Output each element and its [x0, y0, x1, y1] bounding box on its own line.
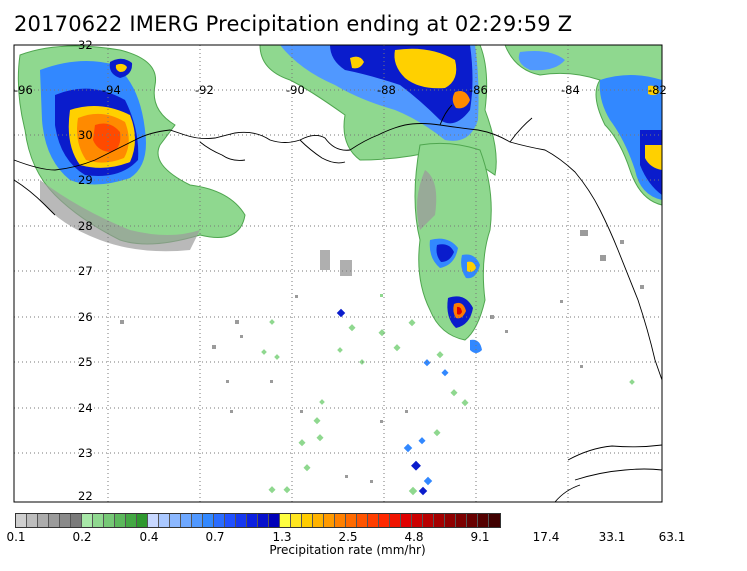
lat-label: 22 [78, 489, 93, 503]
colorbar-swatch [27, 514, 38, 527]
colorbar-tick-label: 0.1 [6, 530, 26, 544]
colorbar-swatch [478, 514, 489, 527]
colorbar-tick-label: 33.1 [598, 530, 626, 544]
precip-gray-gulf [416, 170, 437, 230]
lat-label: 26 [78, 310, 93, 324]
colorbar-swatch [115, 514, 126, 527]
precip-yellow-fl [645, 145, 662, 170]
precip-yellow-north [394, 48, 457, 89]
colorbar-swatch [247, 514, 258, 527]
colorbar-swatch [38, 514, 49, 527]
colorbar-swatch [434, 514, 445, 527]
coastline [13, 104, 663, 503]
colorbar-swatch [225, 514, 236, 527]
colorbar-swatch [236, 514, 247, 527]
precip-darkblue-gulf1 [436, 244, 454, 262]
precip-gray-west [40, 180, 200, 252]
colorbar-swatch [324, 514, 335, 527]
colorbar-swatch [137, 514, 148, 527]
colorbar-swatch [467, 514, 478, 527]
colorbar-swatch [49, 514, 60, 527]
lat-label: 29 [78, 173, 93, 187]
colorbar-tick-label: 63.1 [658, 530, 686, 544]
grid-lines [14, 45, 662, 502]
colorbar-tick-label: 9.1 [470, 530, 490, 544]
colorbar-swatch [489, 514, 500, 527]
colorbar-swatch [335, 514, 346, 527]
colorbar-swatch [456, 514, 467, 527]
colorbar-swatch [313, 514, 324, 527]
colorbar-swatch [379, 514, 390, 527]
colorbar-swatch [390, 514, 401, 527]
colorbar-swatch [258, 514, 269, 527]
colorbar-tick-label: 4.8 [404, 530, 424, 544]
lon-label: -88 [377, 83, 396, 97]
lat-label: 30 [78, 128, 93, 142]
colorbar-swatch [192, 514, 203, 527]
lat-label: 28 [78, 219, 93, 233]
lon-label: -84 [561, 83, 580, 97]
lat-label: 25 [78, 355, 93, 369]
lon-label: -94 [102, 83, 121, 97]
colorbar-swatch [302, 514, 313, 527]
colorbar-swatch [269, 514, 280, 527]
colorbar-swatch [203, 514, 214, 527]
colorbar-swatch [82, 514, 93, 527]
colorbar-swatch [71, 514, 82, 527]
precip-yellow-gulf2 [467, 261, 476, 272]
lon-label: -86 [469, 83, 488, 97]
lat-label: 23 [78, 446, 93, 460]
colorbar-tick-label: 0.2 [72, 530, 92, 544]
colorbar-swatch [104, 514, 115, 527]
lon-label: -82 [648, 83, 667, 97]
precip-layer [17, 45, 662, 496]
colorbar-swatch [423, 514, 434, 527]
colorbar-swatch [170, 514, 181, 527]
colorbar-tick-label: 17.4 [532, 530, 560, 544]
colorbar-swatch [126, 514, 137, 527]
colorbar-units: Precipitation rate (mm/hr) [269, 543, 426, 557]
precip-blue-gulf4 [470, 339, 482, 353]
colorbar-tick-label: 0.4 [139, 530, 159, 544]
colorbar-swatch [291, 514, 302, 527]
colorbar-swatch [445, 514, 456, 527]
precip-red-gulf3 [457, 306, 462, 315]
colorbar-swatch [93, 514, 104, 527]
colorbar [15, 513, 501, 528]
colorbar-tick-label: 2.5 [338, 530, 358, 544]
precip-orange-north [452, 91, 470, 109]
colorbar-swatch [181, 514, 192, 527]
colorbar-swatch [368, 514, 379, 527]
colorbar-swatch [16, 514, 27, 527]
colorbar-tick-label: 1.3 [272, 530, 292, 544]
colorbar-swatch [412, 514, 423, 527]
colorbar-swatch [357, 514, 368, 527]
lon-label: -96 [14, 83, 33, 97]
colorbar-swatch [148, 514, 159, 527]
lat-label: 32 [78, 38, 93, 52]
map-frame [13, 44, 663, 503]
lon-label: -90 [286, 83, 305, 97]
map-title: 20170622 IMERG Precipitation ending at 0… [14, 12, 573, 36]
scattered-cells [120, 230, 644, 496]
precip-red-west [93, 123, 121, 152]
colorbar-swatch [280, 514, 291, 527]
lat-label: 27 [78, 264, 93, 278]
precip-yellow-north2 [350, 56, 364, 69]
colorbar-tick-label: 0.7 [205, 530, 225, 544]
colorbar-swatch [214, 514, 225, 527]
lat-label: 24 [78, 401, 93, 415]
colorbar-swatch [159, 514, 170, 527]
colorbar-swatch [60, 514, 71, 527]
lon-label: -92 [195, 83, 214, 97]
colorbar-swatch [401, 514, 412, 527]
precip-small-north-w-y [115, 63, 127, 72]
colorbar-swatch [346, 514, 357, 527]
precip-blue-fl-top [518, 51, 565, 71]
